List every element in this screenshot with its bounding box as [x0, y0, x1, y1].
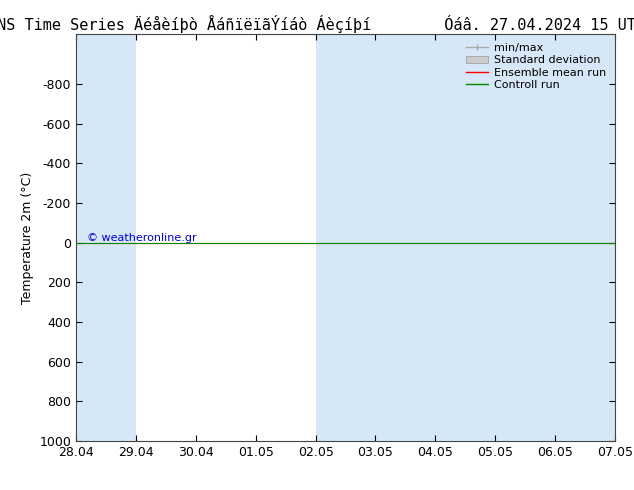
Text: ENS Time Series Äéåèíþò ÅáñïëïãÝíáò Áèçíþí        Óáâ. 27.04.2024 15 UTC: ENS Time Series Äéåèíþò ÅáñïëïãÝíáò Áèçí… [0, 15, 634, 33]
Bar [316, 34, 375, 441]
Y-axis label: Temperature 2m (°C): Temperature 2m (°C) [21, 172, 34, 304]
Bar [375, 34, 436, 441]
Bar [436, 34, 615, 441]
Text: © weatheronline.gr: © weatheronline.gr [87, 233, 197, 243]
Bar [76, 34, 136, 441]
Legend: min/max, Standard deviation, Ensemble mean run, Controll run: min/max, Standard deviation, Ensemble me… [463, 40, 609, 93]
